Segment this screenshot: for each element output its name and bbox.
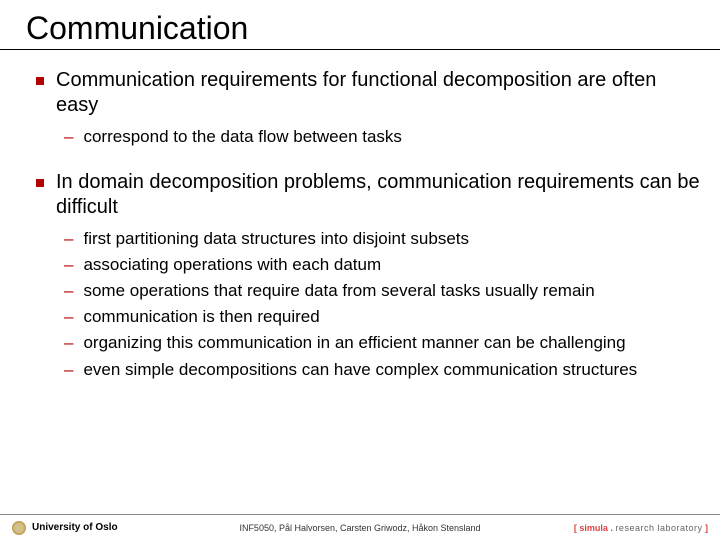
seal-icon — [12, 521, 26, 535]
sub-text: correspond to the data flow between task… — [83, 126, 401, 148]
sub-text: first partitioning data structures into … — [83, 228, 469, 250]
square-bullet-icon — [36, 179, 44, 187]
slide-content: Communication requirements for functiona… — [0, 50, 720, 381]
sub-item: – associating operations with each datum — [64, 254, 702, 276]
dash-icon: – — [64, 254, 73, 276]
bullet-1-text: In domain decomposition problems, commun… — [56, 170, 702, 220]
footer-simula: simula — [579, 523, 608, 533]
dash-icon: – — [64, 306, 73, 328]
sub-item: – organizing this communication in an ef… — [64, 332, 702, 354]
footer-left-text: University of Oslo — [32, 522, 118, 533]
bullet-0: Communication requirements for functiona… — [36, 68, 702, 118]
bullet-0-subs: – correspond to the data flow between ta… — [36, 126, 702, 148]
sub-text: organizing this communication in an effi… — [83, 332, 625, 354]
dash-icon: – — [64, 228, 73, 250]
sub-text: even simple decompositions can have comp… — [83, 359, 637, 381]
sub-item: – some operations that require data from… — [64, 280, 702, 302]
dash-icon: – — [64, 126, 73, 148]
sub-text: communication is then required — [83, 306, 319, 328]
footer-right: [ simula . research laboratory ] — [574, 523, 708, 533]
footer: University of Oslo INF5050, Pål Halvorse… — [0, 514, 720, 540]
sub-text: associating operations with each datum — [83, 254, 381, 276]
dash-icon: – — [64, 280, 73, 302]
dash-icon: – — [64, 359, 73, 381]
sub-item: – communication is then required — [64, 306, 702, 328]
slide: Communication Communication requirements… — [0, 0, 720, 540]
footer-rl: research laboratory — [615, 523, 702, 533]
bullet-1: In domain decomposition problems, commun… — [36, 170, 702, 220]
dash-icon: – — [64, 332, 73, 354]
bullet-1-subs: – first partitioning data structures int… — [36, 228, 702, 381]
footer-left: University of Oslo — [12, 521, 118, 535]
square-bullet-icon — [36, 77, 44, 85]
sub-item: – correspond to the data flow between ta… — [64, 126, 702, 148]
sub-text: some operations that require data from s… — [83, 280, 594, 302]
footer-center: INF5050, Pål Halvorsen, Carsten Griwodz,… — [239, 523, 480, 533]
bullet-0-text: Communication requirements for functiona… — [56, 68, 702, 118]
sub-item: – even simple decompositions can have co… — [64, 359, 702, 381]
bracket-close-icon: ] — [705, 523, 708, 533]
slide-title: Communication — [0, 0, 720, 50]
sub-item: – first partitioning data structures int… — [64, 228, 702, 250]
